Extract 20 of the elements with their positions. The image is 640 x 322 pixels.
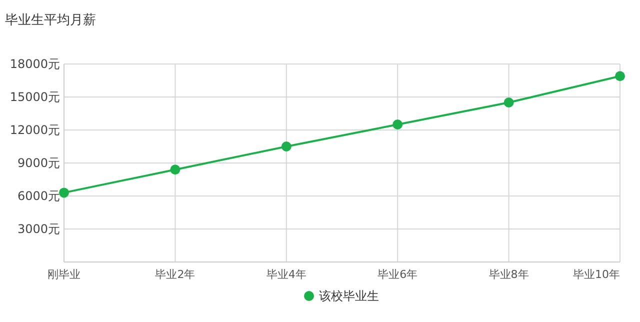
- y-tick-label: 15000元: [10, 90, 60, 104]
- x-tick-label: 毕业8年: [488, 268, 529, 281]
- legend-label: 该校毕业生: [319, 289, 379, 303]
- x-tick-label: 毕业6年: [378, 268, 418, 281]
- x-tick-label: 毕业10年: [573, 268, 620, 281]
- y-tick-label: 12000元: [10, 123, 60, 137]
- x-tick-label: 毕业2年: [155, 268, 196, 281]
- point: [615, 71, 625, 82]
- point: [170, 164, 180, 175]
- point: [59, 188, 69, 198]
- y-tick-label: 18000元: [10, 57, 60, 71]
- x-tick-label: 毕业4年: [266, 268, 306, 281]
- point: [392, 120, 403, 130]
- point: [504, 98, 514, 108]
- chart-title: 毕业生平均月薪: [5, 13, 96, 28]
- x-tick-label: 刚毕业: [48, 268, 80, 281]
- y-tick-label: 9000元: [17, 156, 60, 170]
- point: [281, 142, 292, 152]
- y-tick-label: 3000元: [17, 222, 60, 236]
- y-tick-label: 6000元: [17, 189, 60, 203]
